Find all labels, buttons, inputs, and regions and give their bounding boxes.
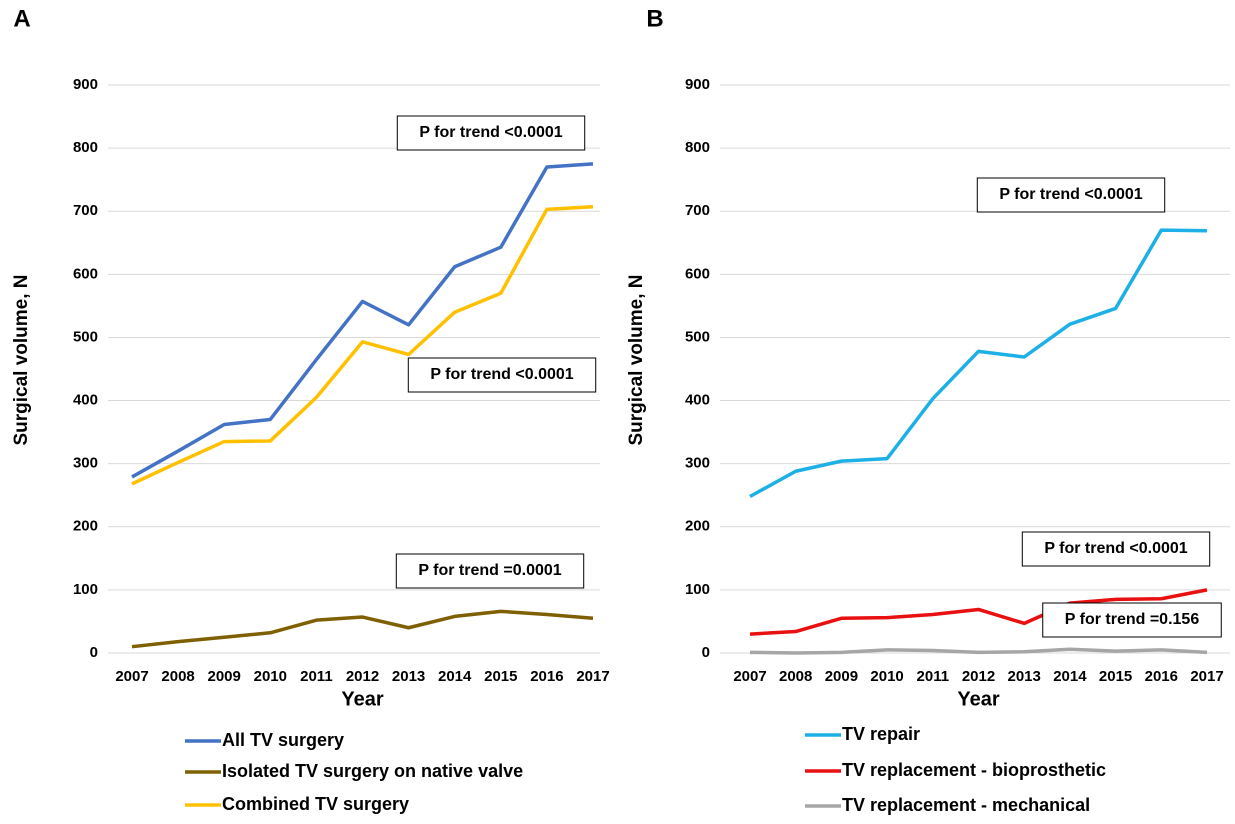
x-tick-label: 2015 <box>1099 668 1132 685</box>
x-tick-label: 2011 <box>917 668 950 685</box>
y-tick-label: 500 <box>73 328 98 345</box>
annotation-text: P for trend <0.0001 <box>419 124 562 141</box>
series-line <box>131 609 594 649</box>
y-tick-label: 600 <box>73 265 98 282</box>
annotation-box <box>396 115 586 151</box>
y-axis-label: Surgical volume, N <box>11 274 32 445</box>
x-tick-label: 2016 <box>530 668 563 685</box>
y-tick-label: 300 <box>73 455 98 472</box>
series-line <box>131 162 594 479</box>
x-tick-label: 2008 <box>779 668 812 685</box>
y-tick-label: 400 <box>685 392 710 409</box>
y-tick-label: 900 <box>685 76 710 93</box>
legend-label: TV replacement - mechanical <box>842 795 1090 815</box>
legend-label: Isolated TV surgery on native valve <box>222 761 523 781</box>
y-tick-label: 900 <box>73 76 98 93</box>
annotation: P for trend <0.0001 <box>976 177 1166 213</box>
x-axis-label: Year <box>957 688 999 710</box>
x-tick-label: 2017 <box>576 668 609 685</box>
annotation-box <box>976 177 1166 213</box>
x-tick-label: 2010 <box>870 668 903 685</box>
x-tick-label: 2014 <box>438 668 472 685</box>
legend-label: TV replacement - bioprosthetic <box>842 760 1106 780</box>
x-tick-label: 2013 <box>1008 668 1041 685</box>
annotation-box <box>395 553 585 589</box>
y-tick-label: 200 <box>73 518 98 535</box>
annotation: P for trend <0.0001 <box>407 357 597 393</box>
y-tick-label: 100 <box>73 581 98 598</box>
x-tick-label: 2011 <box>300 668 333 685</box>
panel-label: B <box>646 5 663 32</box>
x-tick-label: 2007 <box>733 668 766 685</box>
x-tick-label: 2016 <box>1145 668 1178 685</box>
y-tick-label: 500 <box>685 328 710 345</box>
y-tick-label: 400 <box>73 392 98 409</box>
annotation-box <box>1021 531 1211 567</box>
x-tick-label: 2013 <box>392 668 425 685</box>
x-tick-label: 2014 <box>1053 668 1087 685</box>
legend-label: All TV surgery <box>222 730 344 750</box>
annotation-text: P for trend =0.0001 <box>418 562 561 579</box>
legend-label: Combined TV surgery <box>222 794 409 814</box>
x-tick-label: 2009 <box>825 668 858 685</box>
annotation-text: P for trend <0.0001 <box>999 186 1142 203</box>
annotation-text: P for trend <0.0001 <box>430 366 573 383</box>
y-tick-label: 0 <box>702 644 710 661</box>
series-line <box>131 205 594 486</box>
annotation-box <box>1042 602 1222 638</box>
x-axis-label: Year <box>341 688 383 710</box>
annotation-text: P for trend <0.0001 <box>1044 540 1187 557</box>
annotation: P for trend <0.0001 <box>396 115 586 151</box>
x-tick-label: 2012 <box>346 668 379 685</box>
annotation: P for trend <0.0001 <box>1021 531 1211 567</box>
x-tick-label: 2017 <box>1190 668 1223 685</box>
y-tick-label: 0 <box>90 644 98 661</box>
annotation: P for trend =0.0001 <box>395 553 585 589</box>
x-tick-label: 2012 <box>962 668 995 685</box>
x-tick-label: 2015 <box>484 668 517 685</box>
y-tick-label: 200 <box>685 518 710 535</box>
y-tick-label: 800 <box>73 139 98 156</box>
series-line <box>749 588 1208 636</box>
x-tick-label: 2009 <box>208 668 241 685</box>
legend-label: TV repair <box>842 724 920 744</box>
x-tick-label: 2008 <box>161 668 194 685</box>
y-tick-label: 600 <box>685 265 710 282</box>
y-tick-label: 300 <box>685 455 710 472</box>
y-axis-label: Surgical volume, N <box>626 274 647 445</box>
x-tick-label: 2007 <box>115 668 148 685</box>
panel-label: A <box>13 5 30 32</box>
series-line <box>749 228 1208 499</box>
annotation-box <box>407 357 597 393</box>
annotation: P for trend =0.156 <box>1042 602 1222 638</box>
series-line <box>749 647 1208 655</box>
x-tick-label: 2010 <box>254 668 287 685</box>
y-tick-label: 100 <box>685 581 710 598</box>
y-tick-label: 800 <box>685 139 710 156</box>
y-tick-label: 700 <box>685 202 710 219</box>
y-tick-label: 700 <box>73 202 98 219</box>
annotation-text: P for trend =0.156 <box>1065 611 1200 628</box>
